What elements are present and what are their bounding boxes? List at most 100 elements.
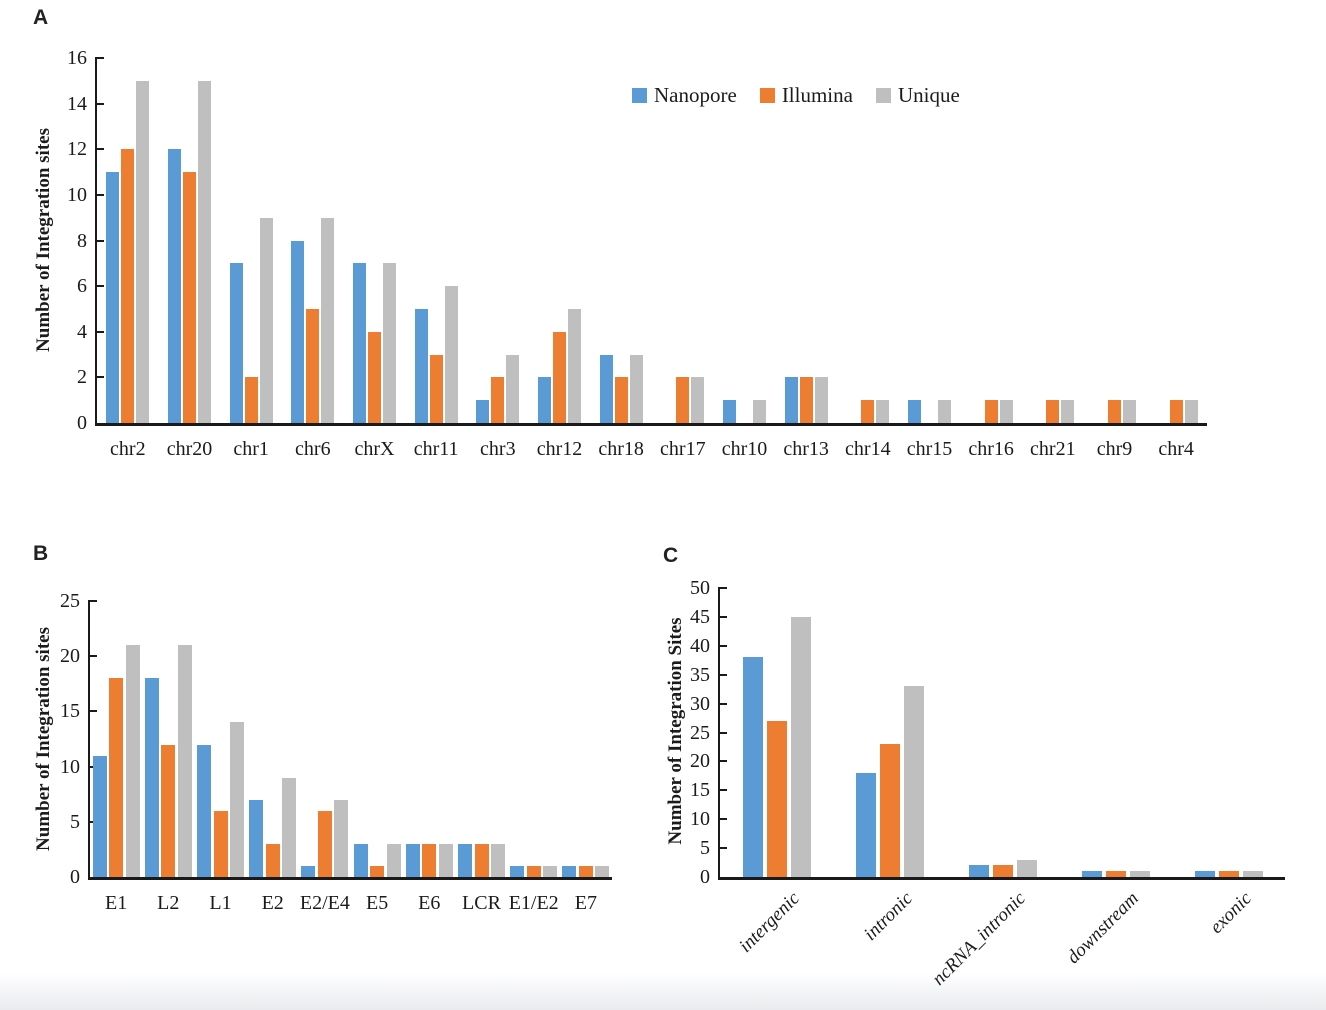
bar-illumina-chr21 [1046,400,1060,423]
bar-nanopore-chr2 [106,172,120,423]
y-tick-a [97,376,104,379]
bar-illumina-L1 [213,810,228,877]
y-tick-label-a: 16 [67,47,87,69]
y-axis-c [717,587,720,877]
x-axis-label-b: E2/E4 [299,892,350,914]
bar-unique-chr20 [198,80,211,423]
y-tick-c [720,587,727,589]
y-tick-label-a: 6 [77,275,87,298]
bar-illumina-chr20 [183,172,196,423]
x-axis-label-a: chr6 [295,438,331,460]
x-axis-label-b: E6 [418,892,441,914]
bar-illumina-intergenic [766,720,787,877]
x-axis-label-b: E2 [261,892,284,914]
bar-nanopore-LCR [458,843,472,877]
y-tick-c [720,760,727,763]
x-axis-label-a: chr12 [536,438,583,460]
bar-illumina-E2/E4 [317,810,332,877]
y-tick-a [97,239,104,242]
bar-unique-E6 [438,843,453,877]
bar-unique-L2 [177,645,192,877]
bar-nanopore-intronic [855,772,876,877]
y-tick-a [97,285,104,288]
y-tick-b [90,655,97,658]
y-tick-a [97,57,104,59]
bar-nanopore-chr6 [291,240,305,423]
x-axis-label-a: chr10 [721,438,768,460]
bar-nanopore-E6 [405,843,420,877]
x-axis-label-a: chr21 [1030,438,1076,460]
bar-unique-E7 [595,865,610,877]
y-tick-label-c: 45 [690,605,710,628]
bar-unique-E2 [282,777,297,877]
bar-illumina-exonic [1218,871,1239,877]
y-tick-c [720,702,727,705]
bar-unique-chr14 [876,400,890,423]
bar-illumina-ncRNA_intronic [992,865,1013,877]
bar-unique-downstream [1129,871,1150,877]
x-axis-label-a: chr15 [906,438,953,460]
y-tick-label-a: 8 [77,229,87,252]
bar-nanopore-chrX [353,263,366,423]
x-axis-label-a: chr17 [660,438,706,460]
y-tick-label-c: 10 [690,808,710,831]
bar-illumina-chrX [368,331,381,423]
bar-nanopore-chr13 [784,377,798,423]
bar-unique-chr2 [136,80,150,423]
y-tick-label-a: 10 [67,183,87,206]
y-axis-a [94,57,97,423]
bar-illumina-E1 [109,678,124,877]
legend-label: Nanopore [654,83,737,107]
y-tick-a [97,330,104,333]
y-tick-label-c: 0 [700,866,710,888]
bar-illumina-chr12 [553,331,566,423]
bar-unique-chr21 [1061,400,1075,423]
bar-nanopore-downstream [1081,871,1102,877]
bar-illumina-chr9 [1108,400,1121,423]
x-axis-label-a: chr13 [783,438,829,460]
y-tick-label-c: 5 [700,837,710,860]
bar-illumina-chr18 [614,377,628,423]
bar-illumina-E1/E2 [526,865,541,877]
x-axis-label-b: E1 [104,892,128,914]
bar-illumina-chr11 [429,354,443,423]
bar-nanopore-E2 [249,799,264,877]
legend-item-illumina: Illumina [759,84,853,106]
y-axis-b [87,600,90,877]
bar-nanopore-E1/E2 [510,865,525,877]
bar-illumina-chr3 [491,377,505,423]
bar-unique-E1 [125,645,140,877]
bar-illumina-E7 [578,865,593,877]
bar-unique-exonic [1242,871,1263,877]
bar-nanopore-chr10 [723,400,736,423]
x-axis-a [94,423,1207,426]
x-axis-label-a: chr2 [110,438,146,460]
y-tick-c [720,644,727,647]
bar-nanopore-intergenic [742,657,763,877]
y-tick-a [97,148,104,151]
y-tick-label-b: 10 [60,755,80,778]
bar-nanopore-chr1 [229,263,243,423]
x-axis-label-a: chr18 [598,438,644,460]
bar-illumina-chr17 [676,377,690,423]
bar-unique-L1 [230,722,244,877]
bar-unique-chr13 [814,377,828,423]
bar-illumina-LCR [474,843,489,877]
bar-unique-chr17 [691,377,705,423]
page-bottom-fade [0,972,1326,1010]
bar-unique-chr15 [938,400,951,423]
bar-illumina-chr4 [1169,400,1183,423]
bar-nanopore-ncRNA_intronic [968,865,989,877]
x-axis-c [717,877,1285,880]
bar-illumina-chr6 [306,308,320,423]
y-tick-label-a: 14 [67,92,87,115]
x-axis-label-a: chr20 [166,438,213,460]
x-axis-label-a: chr3 [480,438,516,460]
bar-illumina-chr16 [984,400,998,423]
bar-unique-ncRNA_intronic [1016,859,1037,877]
bar-unique-E1/E2 [543,865,558,877]
bar-unique-chr1 [259,217,273,423]
y-tick-label-b: 5 [70,810,80,833]
y-tick-label-b: 0 [70,866,80,888]
bar-nanopore-E7 [562,865,577,877]
